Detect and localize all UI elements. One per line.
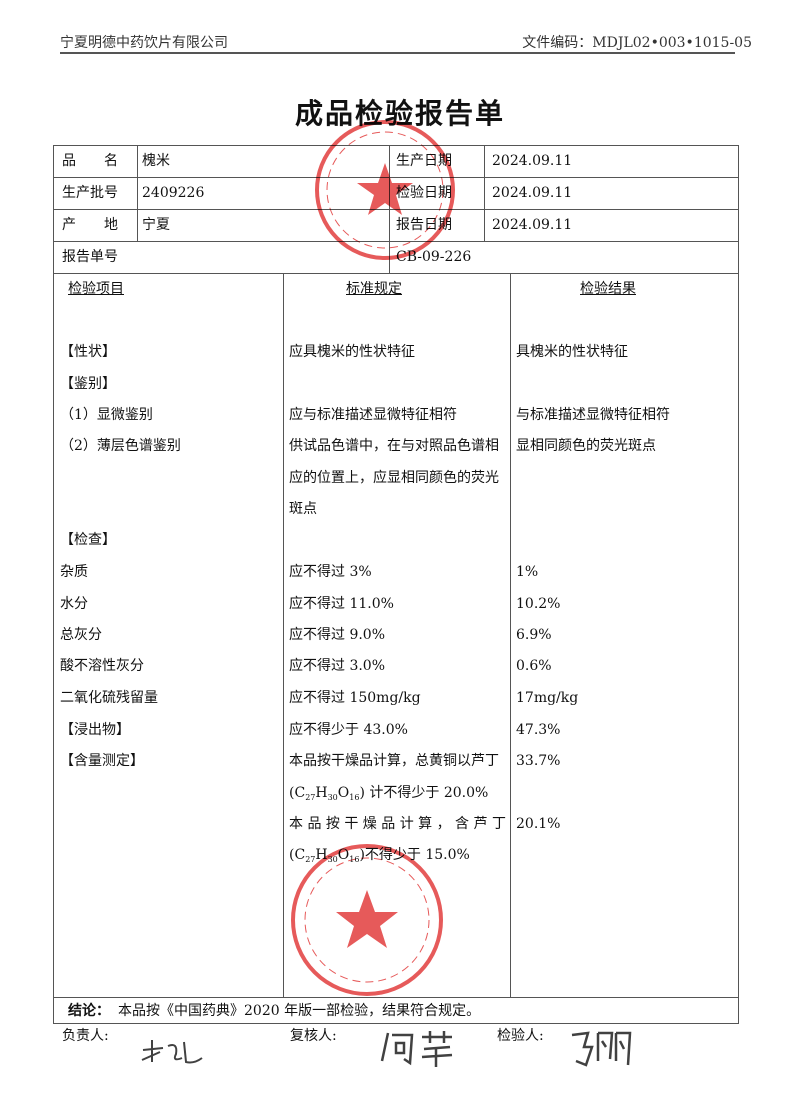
row-divider (53, 209, 739, 210)
row-standard: 应不得少于 43.0% (289, 722, 408, 738)
row-standard: 应不得过 3% (289, 564, 372, 580)
page-title: 成品检验报告单 (294, 97, 505, 130)
column-divider (484, 145, 485, 241)
responsible-signature (141, 1040, 203, 1064)
results-table (53, 273, 739, 1024)
row-standard: 应不得过 150mg/kg (289, 690, 421, 706)
row-standard: 应与标准描述显微特征相符 (289, 407, 457, 423)
responsible-label: 负责人: (62, 1028, 109, 1044)
row-item: （2）薄层色谱鉴别 (60, 438, 181, 454)
column-header-standard: 标准规定 (346, 281, 402, 297)
row-divider (53, 997, 739, 998)
report-no-value: CB-09-226 (396, 249, 472, 265)
report-date-value: 2024.09.11 (492, 217, 573, 233)
row-item: 【检查】 (60, 532, 116, 548)
inspector-label: 检验人: (497, 1028, 544, 1044)
row-result: 47.3% (516, 722, 561, 738)
row-result: 17mg/kg (516, 690, 579, 706)
assay-formula-line: (C27H30O16) 计不得少于 20.0% (289, 785, 489, 802)
row-item: 【鉴别】 (60, 376, 116, 392)
row-item: 总灰分 (60, 627, 102, 643)
row-standard: 本品按干燥品计算，总黄铜以芦丁 (289, 753, 499, 769)
header-divider (60, 52, 735, 54)
row-result: 33.7% (516, 753, 561, 769)
report-date-label: 报告日期 (396, 217, 452, 233)
row-standard: 应不得过 3.0% (289, 658, 386, 674)
origin-value: 宁夏 (142, 217, 170, 233)
origin-label: 产 地 (62, 217, 118, 233)
reviewer-signature (380, 1031, 453, 1067)
assay-rutin-result: 20.1% (516, 816, 561, 832)
batch-label: 生产批号 (62, 185, 118, 201)
assay-rutin-formula-line: (C27H30O16)不得少于 15.0% (289, 847, 470, 864)
test-date-label: 检验日期 (396, 185, 452, 201)
inspector-signature (571, 1031, 632, 1067)
column-header-result: 检验结果 (580, 281, 636, 297)
row-item: 杂质 (60, 564, 88, 580)
row-result: 10.2% (516, 596, 561, 612)
row-result: 具槐米的性状特征 (516, 344, 628, 360)
row-item: 【含量测定】 (60, 753, 144, 769)
row-item: 【浸出物】 (60, 722, 130, 738)
document-code: 文件编码：MDJL02•003•1015-05 (522, 35, 752, 51)
conclusion-label: 结论： (68, 1003, 110, 1019)
row-divider (53, 177, 739, 178)
column-divider (389, 145, 390, 274)
column-header-item: 检验项目 (68, 281, 124, 297)
row-item: 水分 (60, 596, 88, 612)
column-divider (510, 273, 511, 997)
report-no-label: 报告单号 (62, 249, 118, 265)
prod-date-label: 生产日期 (396, 153, 452, 169)
row-standard: 斑点 (289, 501, 317, 517)
row-standard: 应不得过 11.0% (289, 596, 394, 612)
row-result: 与标准描述显微特征相符 (516, 407, 670, 423)
row-standard: 应具槐米的性状特征 (289, 344, 415, 360)
name-value: 槐米 (142, 153, 170, 169)
row-result: 1% (516, 564, 539, 580)
prod-date-value: 2024.09.11 (492, 153, 573, 169)
reviewer-label: 复核人: (290, 1028, 337, 1044)
row-result: 显相同颜色的荧光斑点 (516, 438, 656, 454)
row-standard: 应的位置上，应显相同颜色的荧光 (289, 470, 499, 486)
batch-value: 2409226 (142, 185, 205, 201)
row-item: 【性状】 (60, 344, 116, 360)
assay-rutin-standard: 本 品 按 干 燥 品 计 算 ， 含 芦 丁 (289, 816, 506, 832)
row-item: 酸不溶性灰分 (60, 658, 144, 674)
column-divider (283, 273, 284, 997)
row-result: 6.9% (516, 627, 552, 643)
conclusion-text: 本品按《中国药典》2020 年版一部检验，结果符合规定。 (118, 1003, 481, 1019)
row-item: （1）显微鉴别 (60, 407, 153, 423)
row-divider (53, 241, 739, 242)
name-label: 品 名 (62, 153, 118, 169)
row-item: 二氧化硫残留量 (60, 690, 158, 706)
column-divider (137, 145, 138, 241)
row-standard: 供试品色谱中，在与对照品色谱相 (289, 438, 499, 454)
test-date-value: 2024.09.11 (492, 185, 573, 201)
row-standard: 应不得过 9.0% (289, 627, 386, 643)
company-name: 宁夏明德中药饮片有限公司 (60, 35, 228, 51)
row-result: 0.6% (516, 658, 552, 674)
